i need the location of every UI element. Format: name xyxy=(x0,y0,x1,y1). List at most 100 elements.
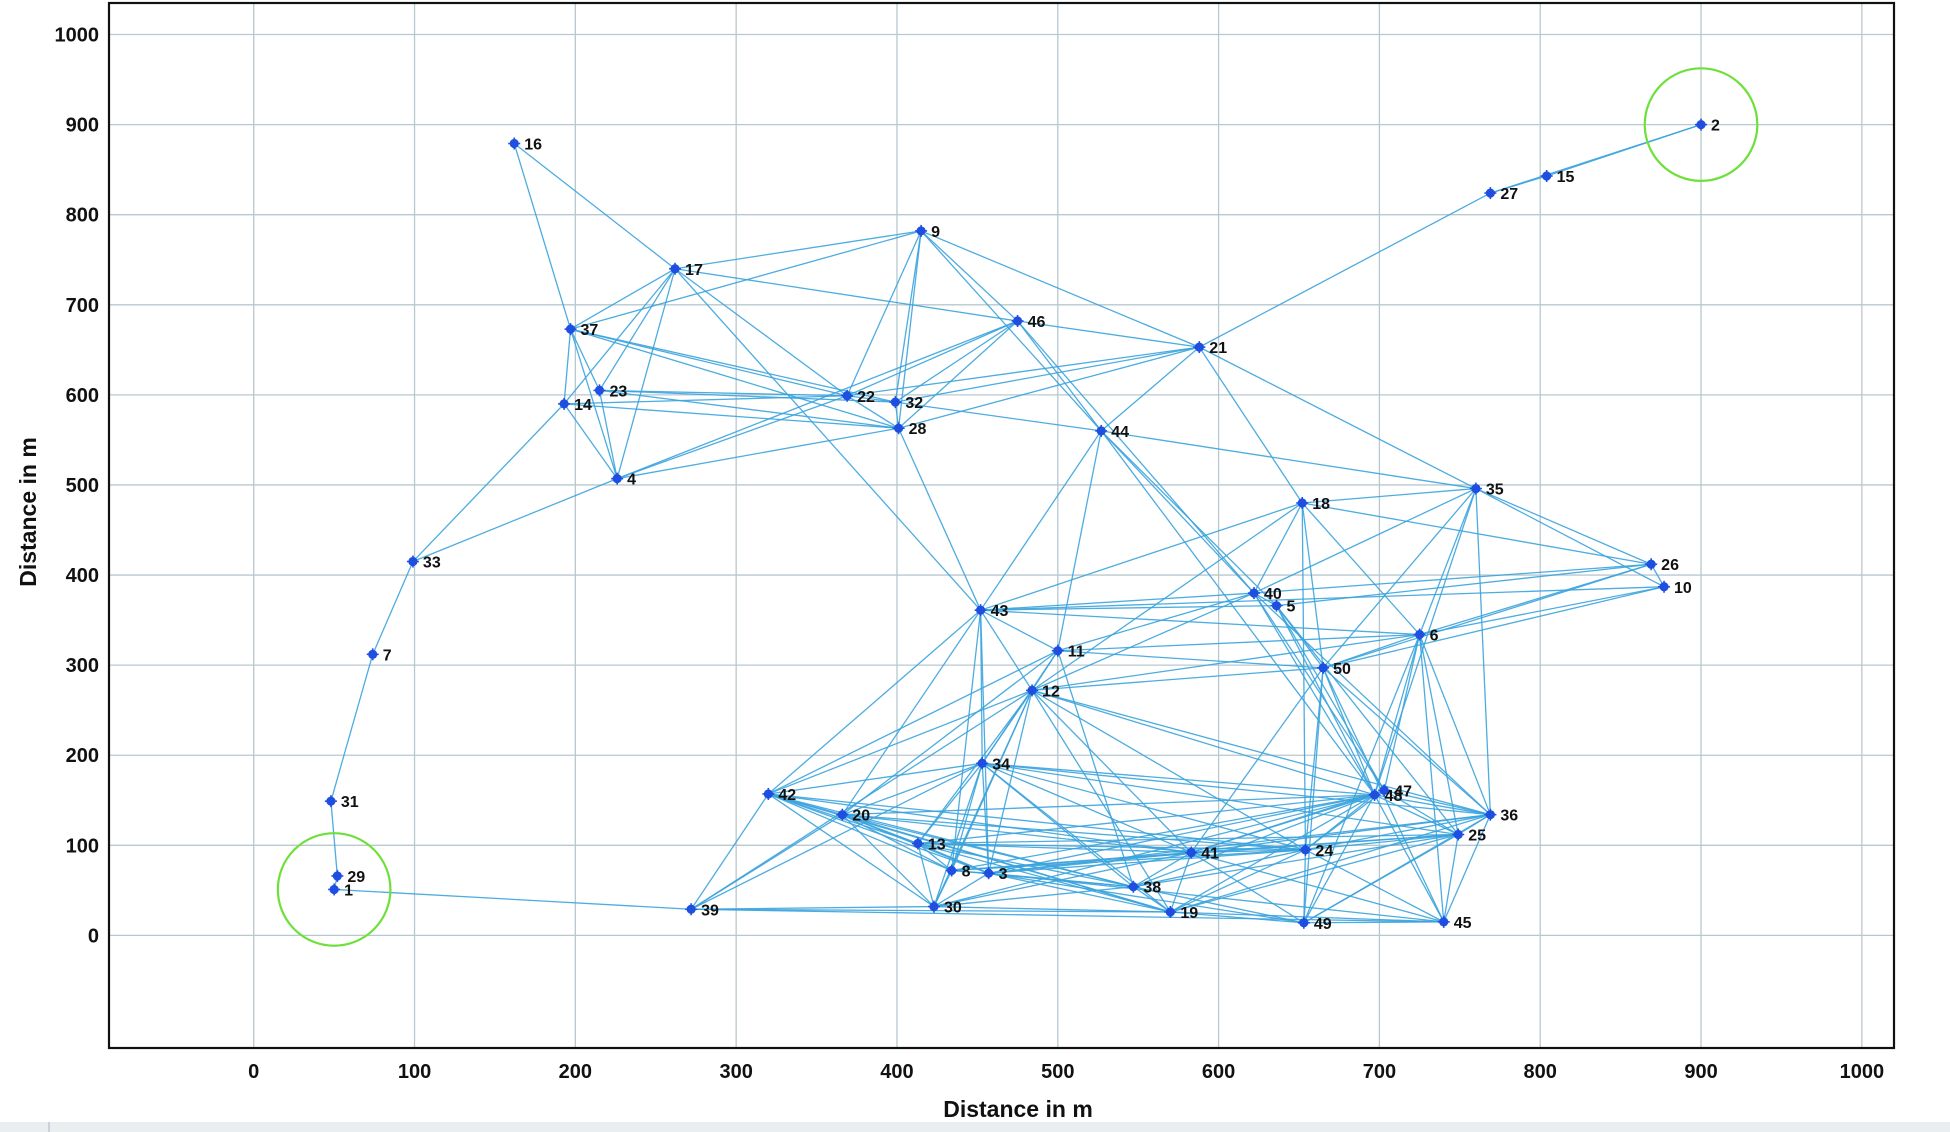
node-label: 24 xyxy=(1315,843,1333,860)
node-39: 39 xyxy=(685,902,719,919)
edge-9-28 xyxy=(897,230,922,429)
edge-41-47 xyxy=(1191,789,1385,854)
node-49: 49 xyxy=(1297,916,1332,933)
node-label: 7 xyxy=(383,647,392,664)
node-label: 1 xyxy=(344,882,353,899)
edge-24-45 xyxy=(1305,849,1445,923)
edge-50-48 xyxy=(1322,667,1376,796)
edge-33-4 xyxy=(412,478,618,563)
node-2: 2 xyxy=(1695,118,1720,135)
edge-6-50 xyxy=(1322,633,1420,669)
node-label: 3 xyxy=(999,866,1008,883)
edge-6-49 xyxy=(1303,634,1421,924)
node-11: 11 xyxy=(1051,644,1085,661)
edge-40-47 xyxy=(1253,592,1385,791)
edge-5-50 xyxy=(1275,605,1324,669)
edge-39-19 xyxy=(691,908,1171,913)
edge-11-42 xyxy=(768,650,1059,795)
node-label: 9 xyxy=(931,224,940,241)
edge-10-50 xyxy=(1322,586,1665,669)
edge-43-40 xyxy=(980,592,1255,611)
node-label: 2 xyxy=(1711,118,1720,135)
node-26: 26 xyxy=(1645,557,1679,574)
edge-12-24 xyxy=(1031,689,1306,851)
edge-50-36 xyxy=(1322,667,1491,816)
node-label: 8 xyxy=(962,864,971,881)
edge-38-19 xyxy=(1132,886,1171,913)
edge-44-48 xyxy=(1100,430,1376,796)
edge-35-6 xyxy=(1419,488,1477,635)
node-36: 36 xyxy=(1484,808,1518,825)
edge-12-48 xyxy=(1031,689,1375,796)
node-27: 27 xyxy=(1484,186,1518,203)
node-label: 26 xyxy=(1661,557,1679,574)
edge-37-23 xyxy=(569,328,601,391)
edge-18-35 xyxy=(1302,487,1476,504)
edge-49-45 xyxy=(1303,921,1444,924)
edge-35-48 xyxy=(1373,488,1477,796)
node-43: 43 xyxy=(974,603,1008,620)
node-label: 30 xyxy=(944,900,962,917)
edge-14-4 xyxy=(563,403,618,480)
edge-23-4 xyxy=(598,390,618,479)
x-tick-label: 600 xyxy=(1202,1061,1235,1083)
x-tick-label: 700 xyxy=(1363,1061,1396,1083)
axes-frame xyxy=(107,1,1896,1050)
edge-3-30 xyxy=(933,872,989,908)
node-label: 38 xyxy=(1143,880,1161,897)
edge-22-21 xyxy=(847,346,1200,397)
node-label: 13 xyxy=(928,837,946,854)
node-10: 10 xyxy=(1658,580,1692,597)
node-44: 44 xyxy=(1095,424,1129,441)
edge-6-36 xyxy=(1419,634,1491,815)
x-tick-label: 800 xyxy=(1524,1061,1557,1083)
edge-1-39 xyxy=(334,888,692,910)
y-tick-label: 400 xyxy=(66,565,99,587)
node-label: 15 xyxy=(1557,169,1575,186)
node-22: 22 xyxy=(841,389,875,406)
edge-34-20 xyxy=(842,762,983,816)
edge-18-50 xyxy=(1301,502,1324,668)
node-label: 49 xyxy=(1314,916,1332,933)
node-37: 37 xyxy=(564,322,599,339)
y-tick-label: 0 xyxy=(88,925,99,947)
edge-41-25 xyxy=(1191,833,1459,854)
node-3: 3 xyxy=(982,866,1008,883)
edge-33-14 xyxy=(412,403,565,562)
node-42: 42 xyxy=(762,787,796,804)
node-label: 45 xyxy=(1454,915,1472,932)
edge-3-48 xyxy=(988,794,1375,874)
status-strip-divider xyxy=(48,1122,50,1132)
edge-22-32 xyxy=(847,395,896,403)
edge-30-38 xyxy=(933,886,1134,908)
edge-41-49 xyxy=(1190,851,1305,924)
edge-44-35 xyxy=(1101,430,1476,490)
edge-19-48 xyxy=(1170,794,1375,913)
edge-43-3 xyxy=(979,610,990,874)
node-34: 34 xyxy=(976,756,1010,773)
node-14: 14 xyxy=(558,397,592,414)
edge-42-39 xyxy=(690,793,769,910)
range-circle-node-1 xyxy=(276,832,392,947)
node-label: 37 xyxy=(581,322,599,339)
node-label: 29 xyxy=(347,869,365,886)
edge-6-25 xyxy=(1418,634,1459,835)
edge-19-49 xyxy=(1170,911,1304,924)
node-50: 50 xyxy=(1317,661,1351,678)
edge-34-41 xyxy=(981,762,1192,854)
edge-20-48 xyxy=(842,794,1375,816)
edge-32-21 xyxy=(895,346,1200,403)
y-tick-label: 900 xyxy=(66,115,99,137)
edge-40-11 xyxy=(1057,592,1255,652)
edge-24-36 xyxy=(1305,814,1491,851)
node-label: 33 xyxy=(423,555,441,572)
edge-26-40 xyxy=(1253,563,1652,594)
node-40: 40 xyxy=(1247,586,1282,603)
node-38: 38 xyxy=(1127,880,1161,897)
node-label: 14 xyxy=(574,397,592,414)
edge-50-49 xyxy=(1303,667,1324,923)
edge-41-45 xyxy=(1191,851,1444,923)
node-17: 17 xyxy=(669,262,703,279)
node-label: 11 xyxy=(1068,644,1085,661)
node-label: 17 xyxy=(685,262,703,279)
